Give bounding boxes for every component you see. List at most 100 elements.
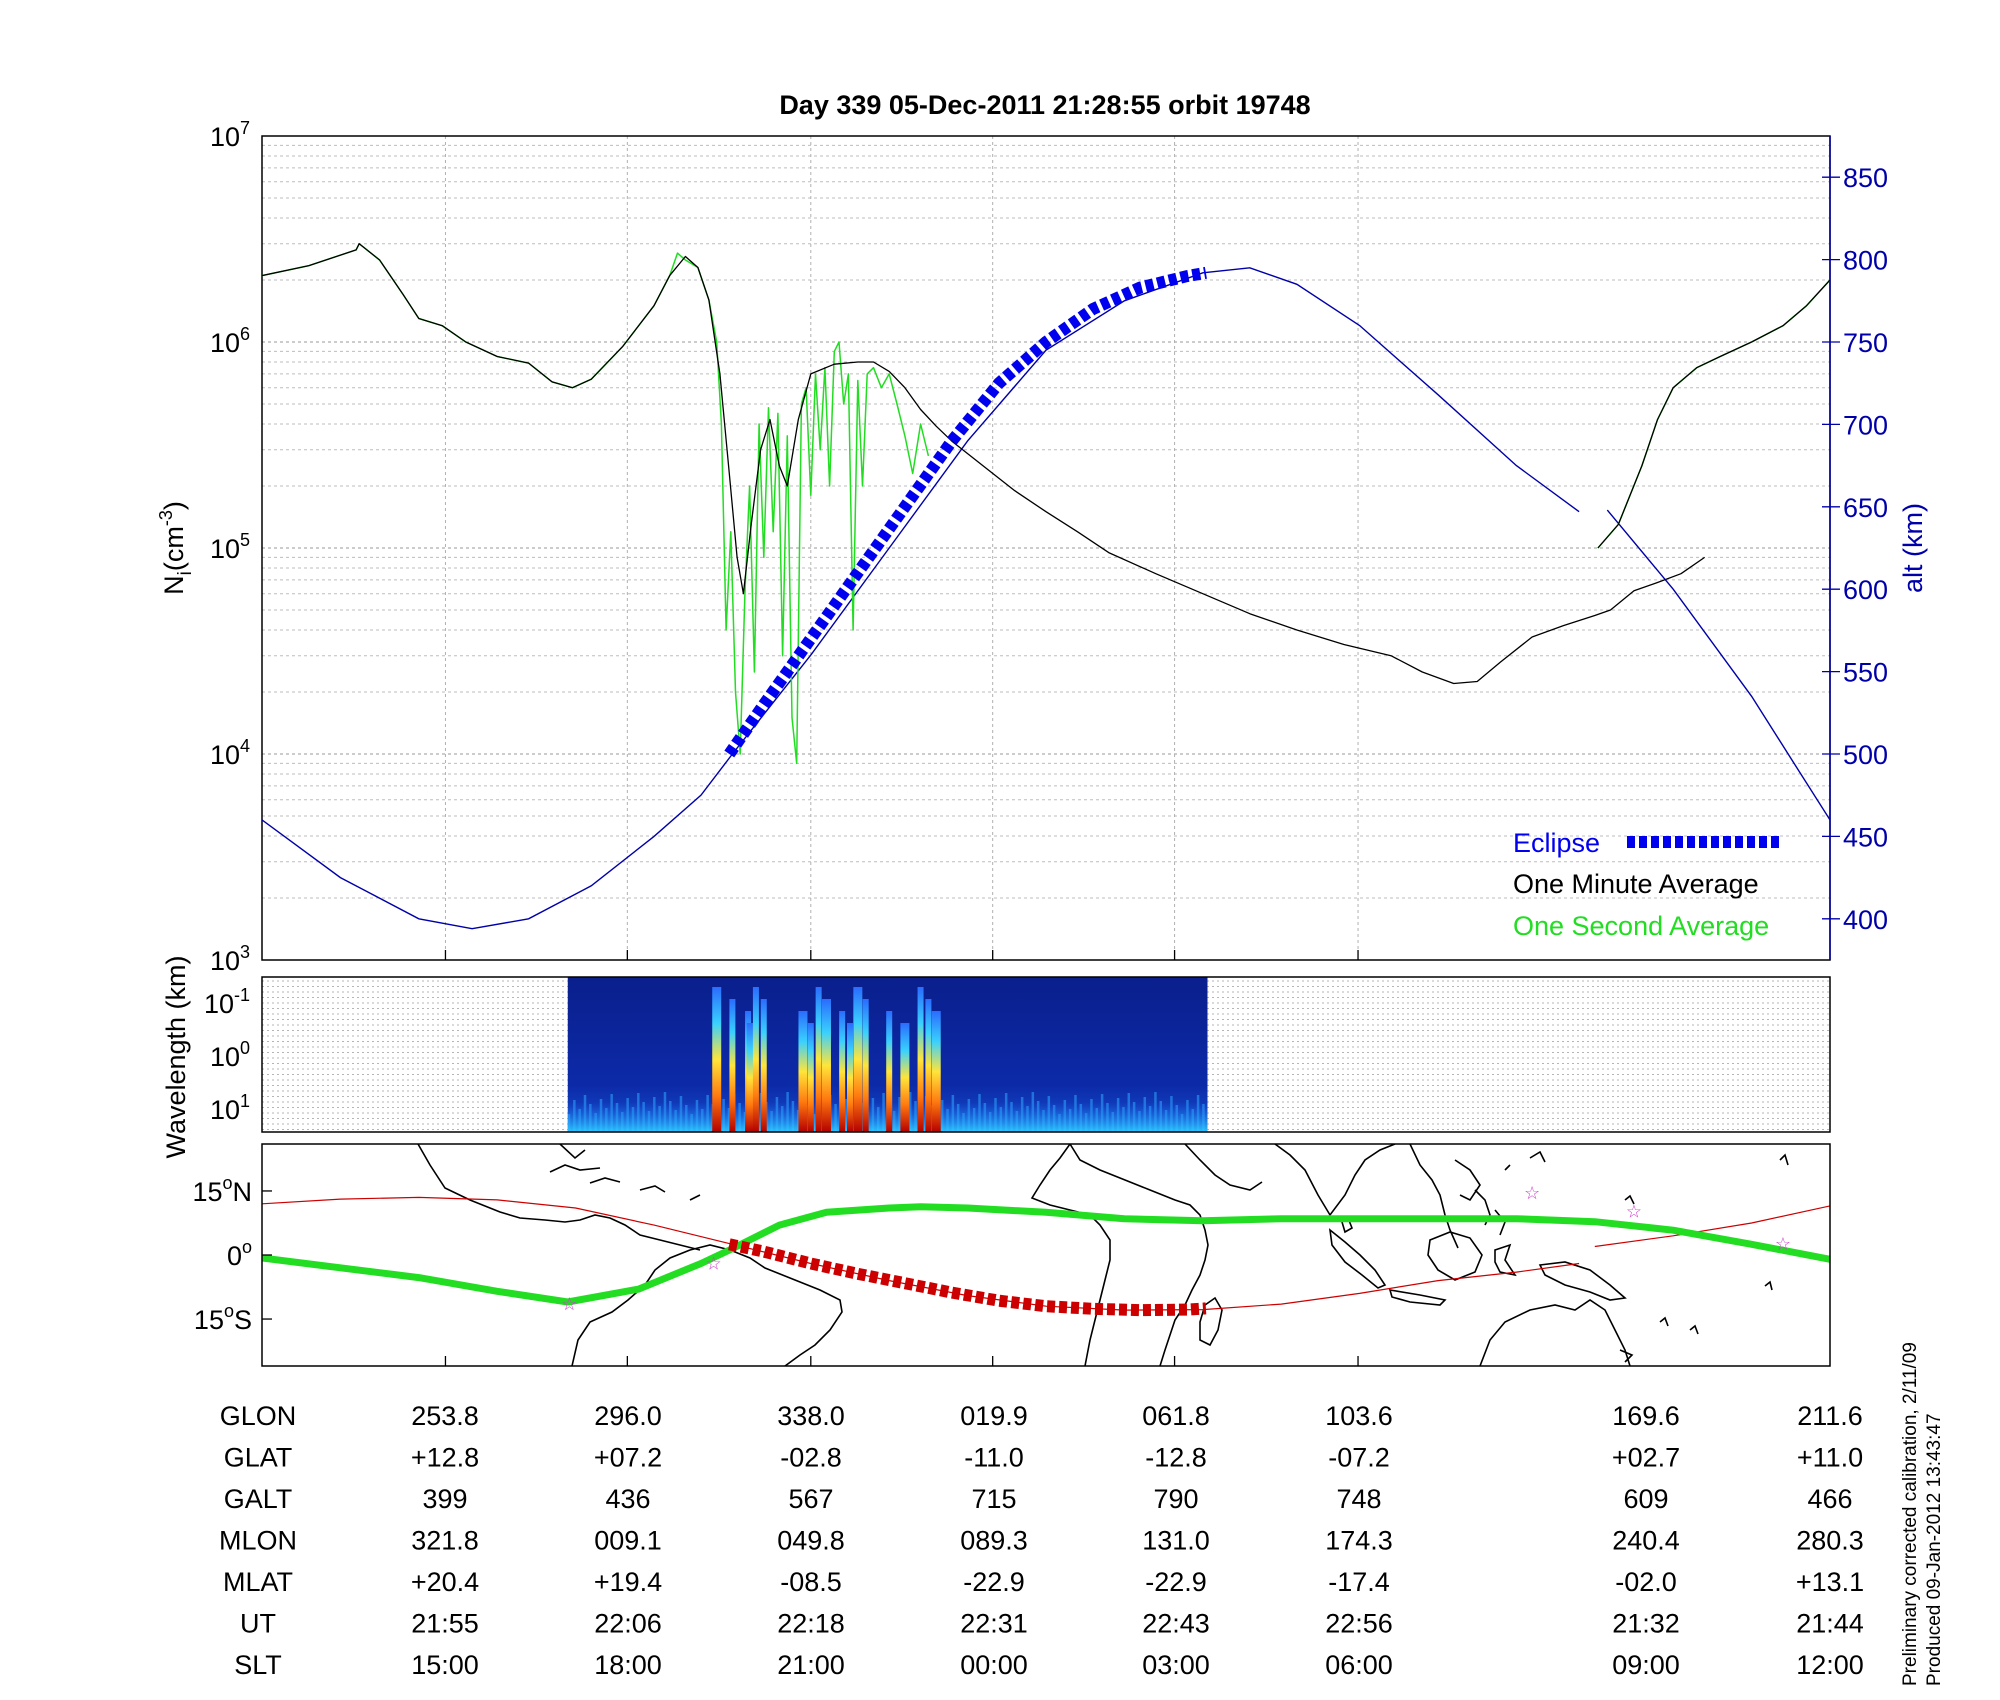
chart-title: Day 339 05-Dec-2011 21:28:55 orbit 19748 (779, 90, 1310, 120)
table-cell: 211.6 (1797, 1401, 1863, 1431)
density-y-label-close: ) (159, 501, 189, 510)
legend: Eclipse One Minute Average One Second Av… (1513, 828, 1780, 941)
table-cell: 131.0 (1142, 1526, 1210, 1556)
magnetic-track-line (262, 1203, 1830, 1306)
table-cell: +12.8 (411, 1443, 479, 1473)
spectrogram-gridlines (262, 980, 1830, 1130)
density-vertical-gridlines (444, 136, 1359, 960)
table-cell: +19.4 (594, 1567, 662, 1597)
table-cell: 019.9 (960, 1401, 1028, 1431)
coastline-borneo (1427, 1231, 1483, 1281)
table-cell: -11.0 (964, 1443, 1024, 1473)
tick-base: 10 (210, 740, 240, 770)
latitude-degrees: 0 (227, 1241, 242, 1271)
coastline-arabia (1184, 1144, 1263, 1191)
density-y-label-unit: (cm (159, 526, 189, 571)
coastline-java (1388, 1289, 1447, 1306)
density-y-label: Ni(cm-3) (156, 501, 196, 595)
hemisphere: S (234, 1305, 252, 1335)
spectrogram-hot-band (821, 999, 831, 1132)
map-y-tick-label: 15oS (194, 1301, 252, 1335)
altitude-tick-label: 650 (1843, 493, 1888, 523)
coastline-africa (1030, 1144, 1209, 1366)
table-cell: 240.4 (1612, 1526, 1680, 1556)
table-cell: 21:55 (411, 1609, 479, 1639)
spectrogram-hot-band (752, 987, 759, 1132)
coastlines (417, 1144, 1789, 1366)
footnote: Preliminary corrected calibration, 2/11/… (1900, 1337, 1945, 1686)
altitude-line (1606, 509, 1830, 821)
spectrogram-y-tick-label: 101 (210, 1091, 250, 1125)
table-cell: -02.8 (780, 1443, 842, 1473)
coastline-australia (1479, 1299, 1631, 1366)
altitude-line (262, 267, 1580, 930)
density-y-tick-label: 106 (210, 324, 250, 358)
coastline-philippines (1474, 1189, 1506, 1236)
legend-eclipse-label: Eclipse (1513, 828, 1600, 858)
spectrogram-hot-band (862, 999, 869, 1132)
density-series-layer (262, 242, 1830, 930)
one-minute-average-line (262, 243, 1705, 685)
table-cell: 21:32 (1612, 1609, 1680, 1639)
table-cell: 12:00 (1796, 1650, 1864, 1680)
spectrogram-hot-band (712, 987, 722, 1132)
eclipse-line (724, 266, 1207, 758)
table-cell: 321.8 (411, 1526, 479, 1556)
table-row-label: MLON (219, 1526, 297, 1556)
table-cell: 21:44 (1796, 1609, 1864, 1639)
spectrogram-hot-band (729, 999, 736, 1132)
degree-sign: o (222, 1173, 232, 1193)
altitude-tick-label: 450 (1843, 822, 1888, 852)
table-row-label: UT (240, 1609, 276, 1639)
spectrogram-hot-band (798, 1011, 808, 1132)
table-cell: 169.6 (1612, 1401, 1680, 1431)
map-y-tick-label: 0o (227, 1237, 252, 1271)
table-cell: +11.0 (1797, 1443, 1863, 1473)
altitude-tick-label: 500 (1843, 740, 1888, 770)
legend-one-second-label: One Second Average (1513, 911, 1769, 941)
coastline-se-asia (1409, 1144, 1481, 1249)
table-cell: 466 (1807, 1484, 1852, 1514)
latitude-degrees: 15 (194, 1305, 224, 1335)
spectrogram-hot-band (839, 1011, 846, 1132)
star-marker: ☆ (1775, 1234, 1791, 1254)
spectrogram-y-label: Wavelength (km) (161, 955, 191, 1158)
tick-exponent: 7 (240, 118, 250, 138)
table-cell: -02.0 (1615, 1567, 1677, 1597)
tick-exponent: 6 (240, 324, 250, 344)
spectrogram-hot-band (853, 987, 863, 1132)
star-marker: ☆ (1626, 1201, 1642, 1221)
geographic-track-line (262, 1196, 1580, 1311)
tick-base: 10 (210, 328, 240, 358)
footnote-line2: Produced 09-Jan-2012 13:43:47 (1924, 1413, 1945, 1686)
eclipse-track-line (728, 1238, 1207, 1317)
table-cell: 22:56 (1325, 1609, 1393, 1639)
tick-base: 10 (210, 946, 240, 976)
table-row-label: GLON (220, 1401, 297, 1431)
table-row-label: GALT (224, 1484, 293, 1514)
density-y-label-main: N (159, 575, 189, 595)
coastline-pacific-islands (1504, 1150, 1789, 1363)
spectrogram-hot-band (746, 1023, 756, 1132)
hemisphere: N (233, 1177, 253, 1207)
altitude-tick-label: 700 (1843, 410, 1888, 440)
coastline-india (1274, 1144, 1396, 1217)
table-cell: 22:06 (594, 1609, 662, 1639)
degree-sign: o (224, 1301, 234, 1321)
table-cell: 22:18 (777, 1609, 845, 1639)
table-cell: 609 (1623, 1484, 1668, 1514)
tick-base: 10 (210, 122, 240, 152)
density-y-tick-label: 107 (210, 118, 250, 152)
table-cell: 061.8 (1142, 1401, 1210, 1431)
spectrogram-hot-band (900, 1023, 910, 1132)
coastline-sumatra (1328, 1228, 1387, 1289)
density-y-tick-label: 104 (210, 736, 250, 770)
spectrogram-image (567, 977, 1208, 1132)
table-cell: 715 (971, 1484, 1016, 1514)
spectrogram-hot-band (886, 1011, 893, 1132)
